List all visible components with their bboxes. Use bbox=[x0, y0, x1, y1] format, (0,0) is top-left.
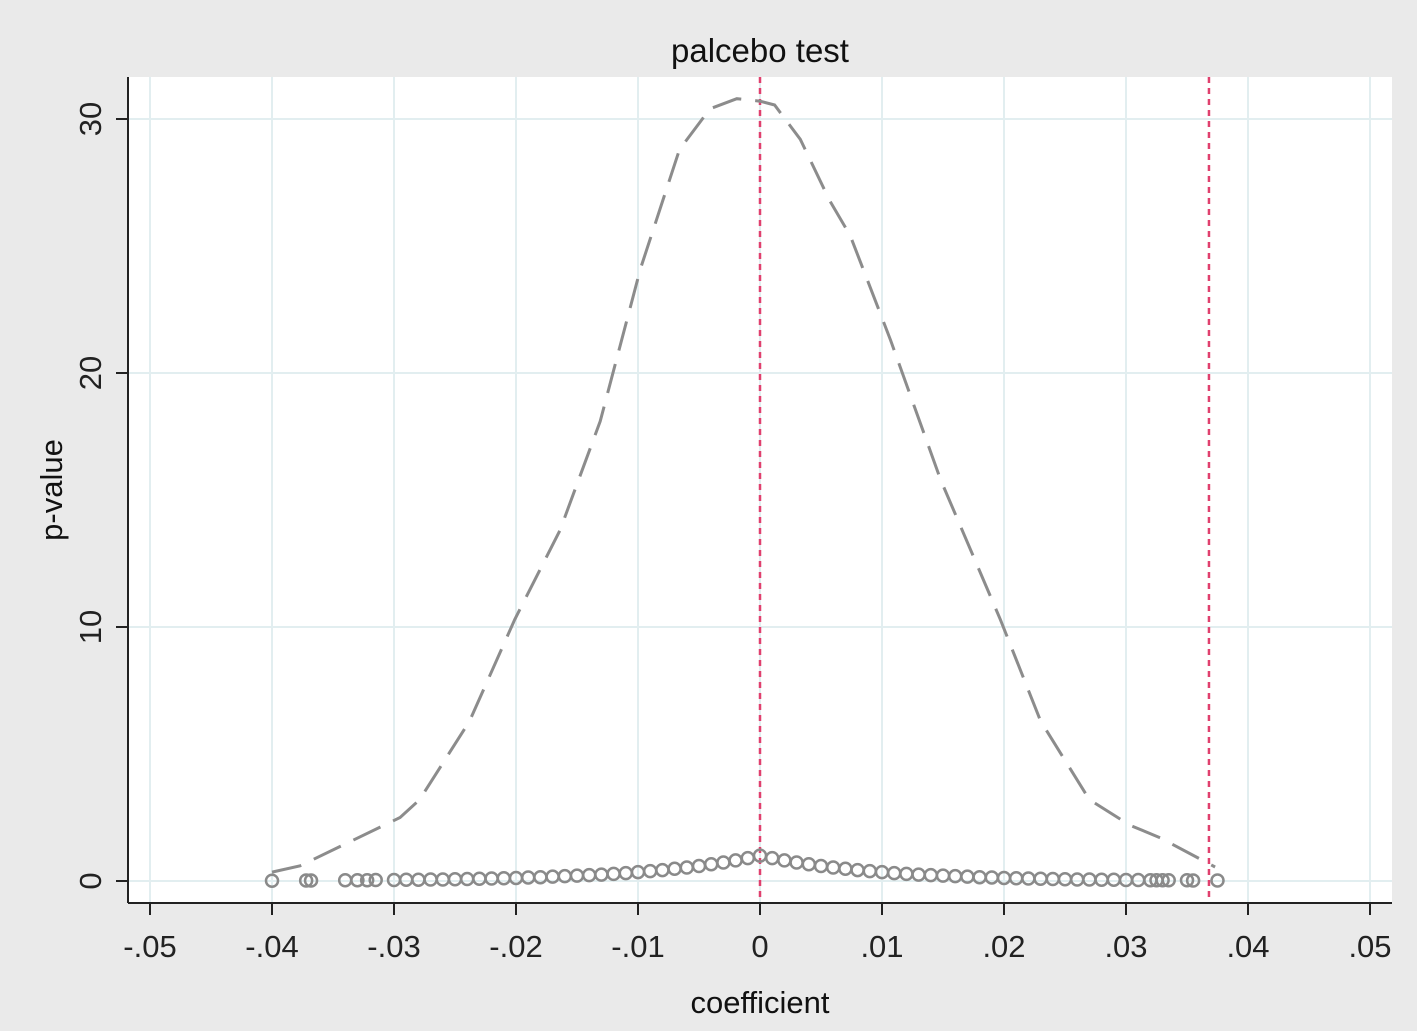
x-tick-label: -.03 bbox=[367, 929, 420, 964]
chart-title: palcebo test bbox=[671, 32, 849, 69]
p-value-point bbox=[298, 873, 314, 888]
p-value-point bbox=[1155, 872, 1170, 888]
x-tick-label: 0 bbox=[751, 929, 768, 964]
x-tick-label: .05 bbox=[1348, 929, 1391, 964]
x-tick-label: .02 bbox=[982, 929, 1025, 964]
reference-lines bbox=[758, 77, 1211, 903]
x-tick-label: -.01 bbox=[611, 929, 664, 964]
p-value-point bbox=[359, 872, 375, 888]
p-value-point bbox=[303, 873, 319, 888]
x-tick-label: .03 bbox=[1104, 929, 1147, 964]
y-axis-ticks: 0 10 20 30 bbox=[73, 102, 128, 890]
p-value-point bbox=[1210, 873, 1225, 888]
p-value-point bbox=[1185, 873, 1201, 888]
p-value-point bbox=[350, 872, 365, 888]
y-tick-label: 0 bbox=[73, 872, 108, 889]
x-tick-label: -.05 bbox=[123, 929, 176, 964]
x-tick-label: -.02 bbox=[489, 929, 542, 964]
p-value-points bbox=[264, 848, 1225, 888]
y-tick-label: 10 bbox=[73, 610, 108, 644]
p-value-point bbox=[368, 872, 383, 888]
x-axis-label: coefficient bbox=[690, 985, 829, 1020]
x-tick-label: -.04 bbox=[245, 929, 298, 964]
x-tick-label: .01 bbox=[860, 929, 903, 964]
p-value-point bbox=[1161, 872, 1176, 888]
p-value-point bbox=[1179, 872, 1195, 888]
y-tick-label: 30 bbox=[73, 102, 108, 136]
x-tick-label: .04 bbox=[1226, 929, 1269, 964]
y-tick-label: 20 bbox=[73, 356, 108, 390]
y-axis-label: p-value bbox=[34, 439, 69, 541]
density-curve bbox=[271, 97, 1216, 874]
x-axis-ticks: -.05 -.04 -.03 -.02 -.01 0 .01 .02 .03 .04 .05 bbox=[123, 903, 1392, 964]
p-value-point bbox=[264, 873, 280, 888]
